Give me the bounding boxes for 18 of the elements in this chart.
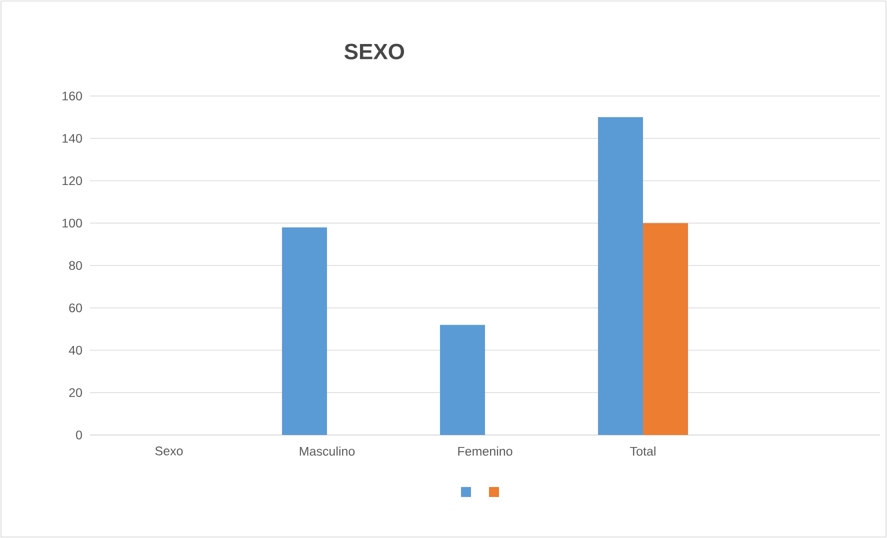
x-tick-label: Total xyxy=(630,446,656,456)
x-tick-label: Masculino xyxy=(300,446,355,456)
bar xyxy=(440,324,486,435)
y-tick-label: 40 xyxy=(68,346,82,355)
y-tick-label: 100 xyxy=(62,218,82,228)
y-tick-label: 0 xyxy=(76,430,82,440)
y-tick-label: 80 xyxy=(69,261,82,270)
x-tick-label: Sexo xyxy=(155,446,183,456)
y-tick-label: 140 xyxy=(62,134,82,143)
bar xyxy=(282,227,328,435)
bar xyxy=(598,117,644,435)
y-tick-label: 120 xyxy=(62,176,82,186)
y-tick-label: 160 xyxy=(62,92,82,100)
y-tick-label: 20 xyxy=(69,388,82,398)
bar xyxy=(643,223,688,435)
y-tick-label: 60 xyxy=(69,303,82,312)
chart-title: SEXO xyxy=(344,44,404,60)
x-tick-label: Femenino xyxy=(458,446,512,456)
